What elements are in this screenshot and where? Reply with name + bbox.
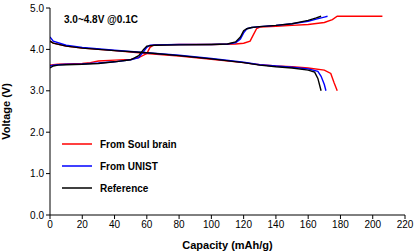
svg-text:5.0: 5.0: [30, 3, 44, 14]
svg-text:220: 220: [397, 219, 407, 230]
html-text:Reference: Reference: [100, 182, 149, 194]
svg-text:4.0: 4.0: [30, 44, 44, 55]
svg-text:Capacity (mAh/g): Capacity (mAh/g): [182, 239, 273, 251]
svg-text:0: 0: [47, 219, 53, 230]
svg-text:3.0: 3.0: [30, 85, 44, 96]
svg-text:100: 100: [203, 219, 220, 230]
svg-text:Voltage (V): Voltage (V): [8, 83, 12, 140]
html-text:From Soul brain: From Soul brain: [100, 138, 177, 150]
svg-text:180: 180: [332, 219, 349, 230]
svg-text:0.0: 0.0: [30, 210, 44, 221]
svg-text:60: 60: [141, 219, 153, 230]
html-text:From UNIST: From UNIST: [100, 160, 158, 172]
svg-text:20: 20: [77, 219, 89, 230]
svg-text:40: 40: [109, 219, 121, 230]
svg-text:200: 200: [364, 219, 381, 230]
svg-text:2.0: 2.0: [30, 127, 44, 138]
svg-text:160: 160: [300, 219, 317, 230]
svg-text:140: 140: [268, 219, 285, 230]
svg-text:120: 120: [235, 219, 252, 230]
html-text:3.0~4.8V @0.1C: 3.0~4.8V @0.1C: [64, 14, 138, 25]
svg-text:1.0: 1.0: [30, 168, 44, 179]
svg-text:80: 80: [174, 219, 186, 230]
